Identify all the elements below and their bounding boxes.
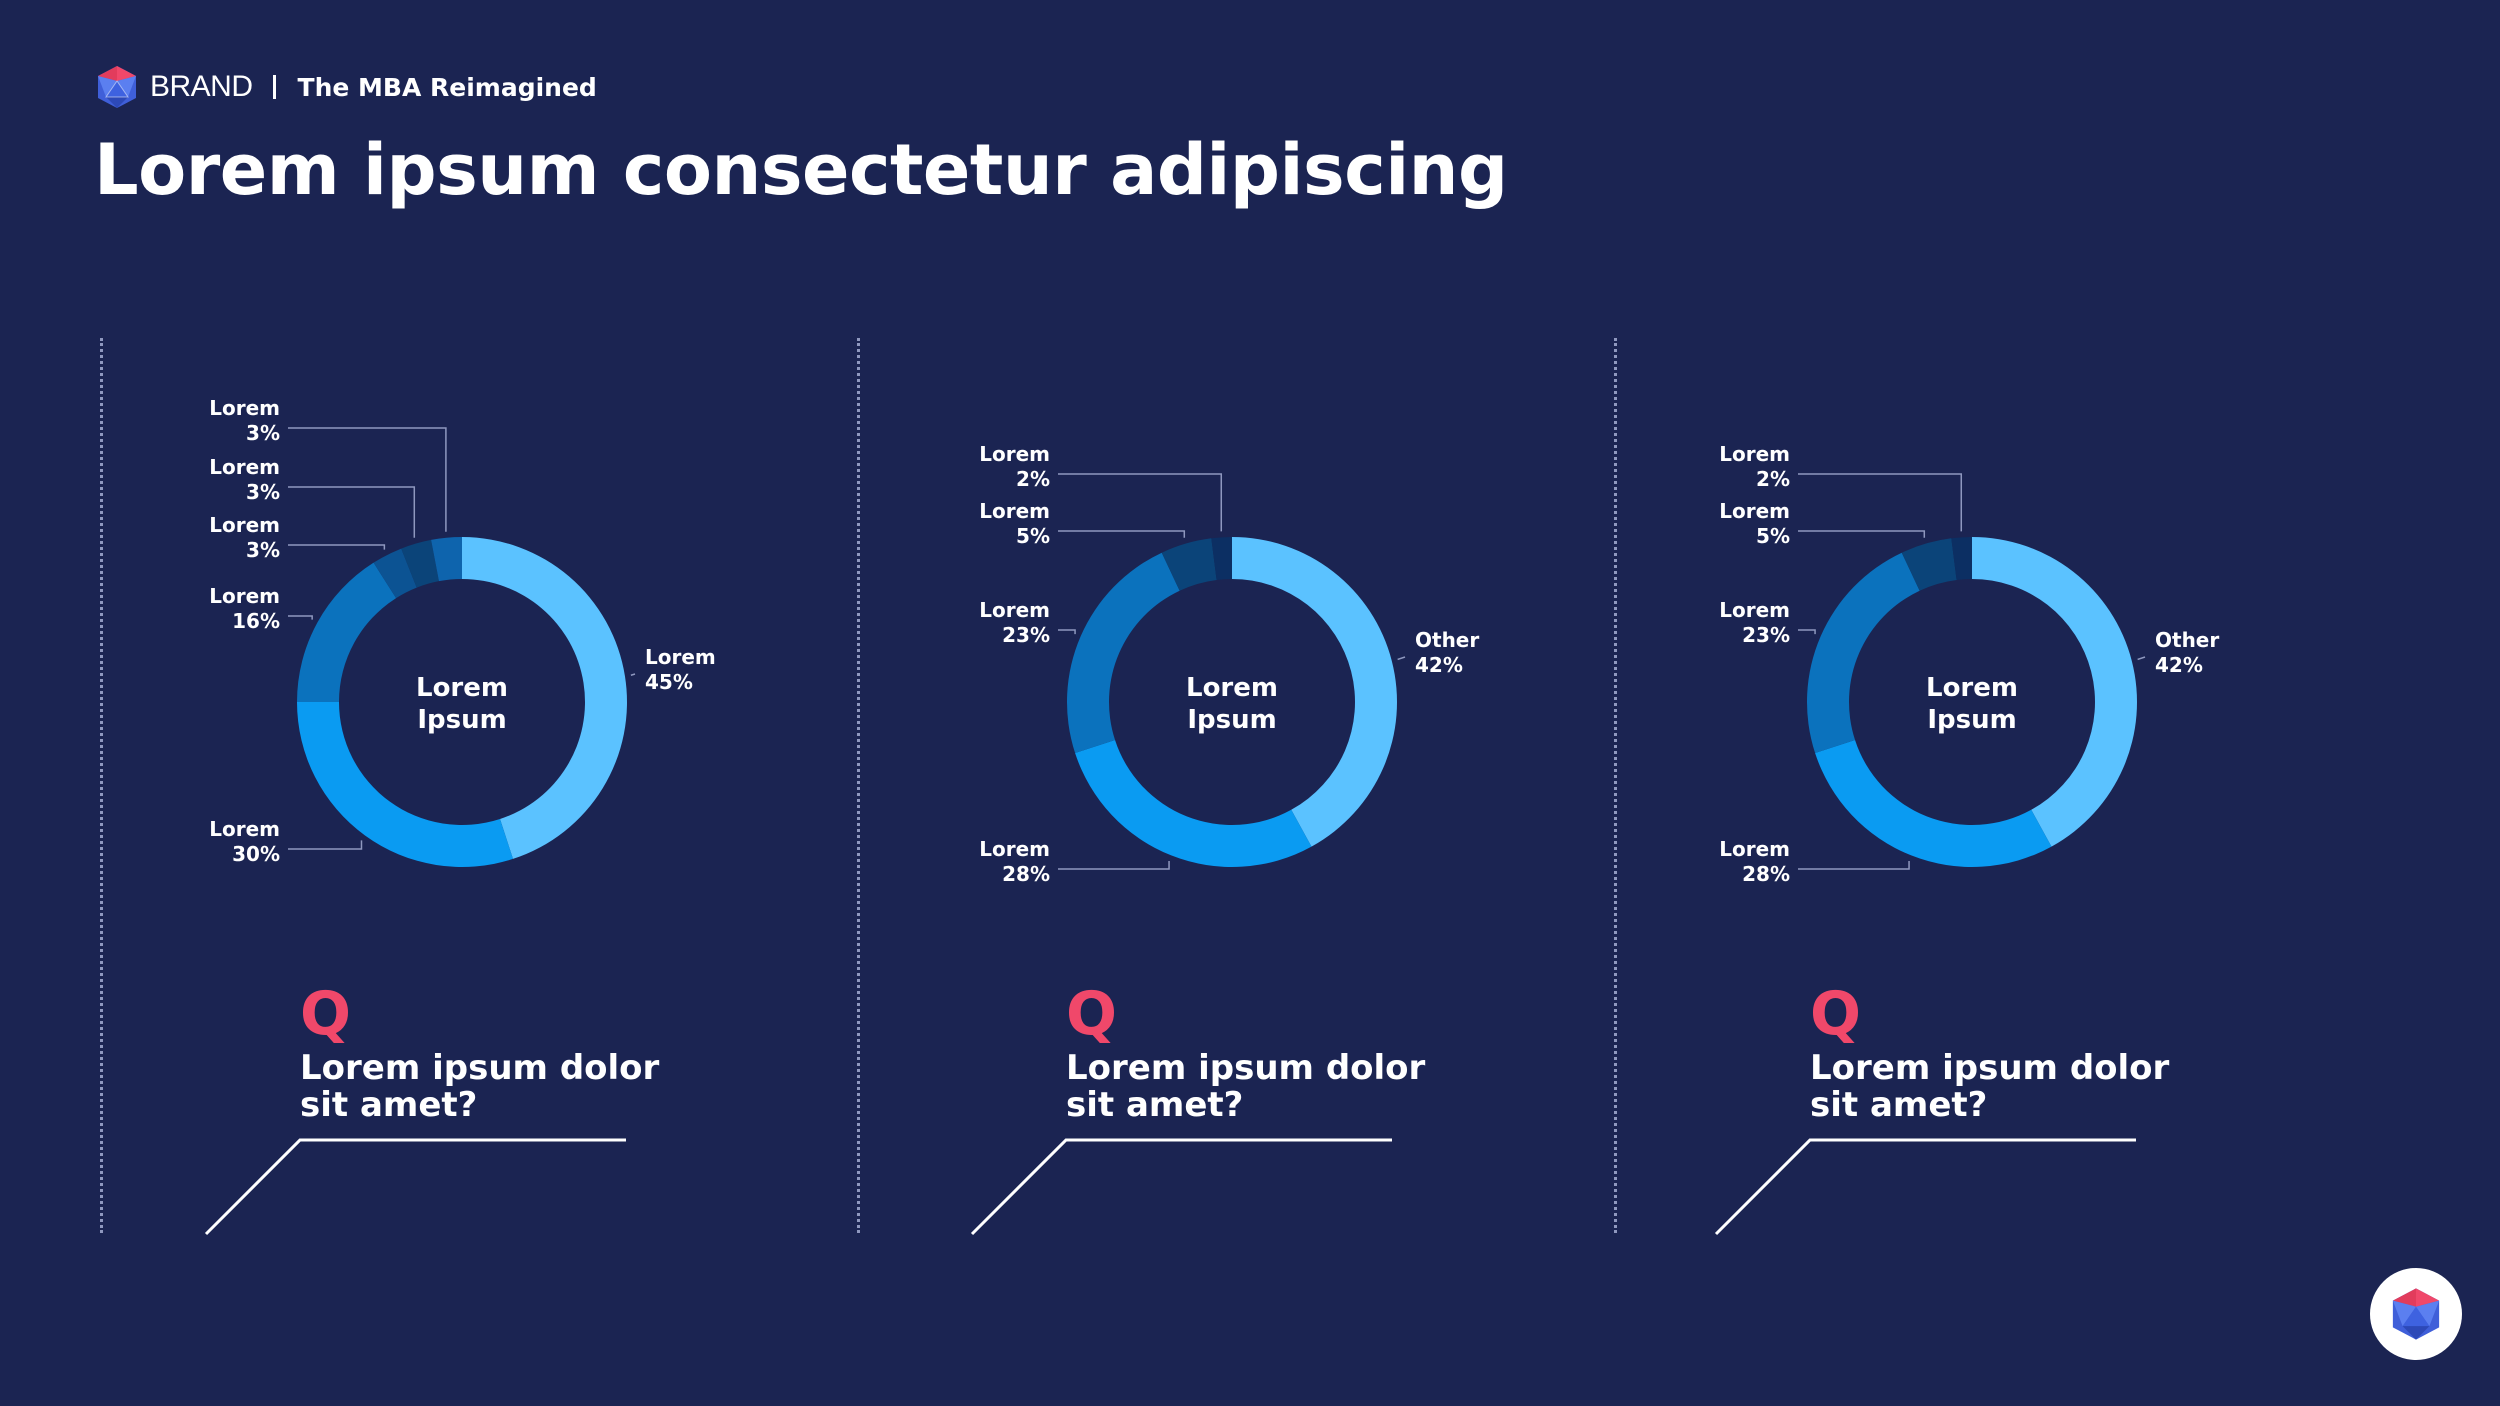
slice-value-label: 30%: [232, 842, 280, 866]
slice-label: Lorem: [1719, 442, 1790, 466]
slice-label: Lorem: [209, 817, 280, 841]
slice-label: Other: [2155, 628, 2219, 652]
slice-value-label: 2%: [1016, 467, 1050, 491]
donut-slice: [1815, 740, 2052, 867]
leader-line: [1397, 656, 1406, 661]
leader-line: [1798, 629, 1816, 635]
donut-slice: [1972, 537, 2137, 847]
donut-chart-3: Other42%Lorem28%Lorem23%Lorem5%Lorem2%Lo…: [1719, 442, 2219, 886]
question-block-1: Q Lorem ipsum dolor sit amet?: [300, 984, 680, 1124]
donut-slice: [1211, 537, 1232, 580]
leader-line: [2137, 656, 2146, 661]
donut-slice: [297, 702, 513, 867]
slice-label: Lorem: [209, 455, 280, 479]
slice-value-label: 2%: [1756, 467, 1790, 491]
leader-line: [1058, 530, 1186, 538]
donut-slice: [1807, 552, 1920, 753]
slice-label: Other: [1415, 628, 1479, 652]
leader-line: [1058, 629, 1076, 635]
slice-label: Lorem: [209, 584, 280, 608]
slice-label: Lorem: [209, 513, 280, 537]
donut-slice: [373, 548, 417, 599]
question-block-2: Q Lorem ipsum dolor sit amet?: [1066, 984, 1446, 1124]
page-title: Lorem ipsum consectetur adipiscing: [94, 129, 1508, 211]
icosahedron-logo-icon: [98, 66, 136, 108]
center-label: Lorem: [416, 673, 508, 703]
question-text: Lorem ipsum dolor sit amet?: [1810, 1048, 2170, 1125]
slice-label: Lorem: [209, 396, 280, 420]
donut-slice: [1951, 537, 1972, 580]
slice-label: Lorem: [645, 645, 716, 669]
leader-line: [288, 544, 386, 550]
slice-value-label: 23%: [1742, 623, 1790, 647]
column-divider-2: [857, 338, 860, 1233]
slice-value-label: 16%: [232, 609, 280, 633]
slice-label: Lorem: [979, 442, 1050, 466]
slice-label: Lorem: [1719, 598, 1790, 622]
slice-label: Lorem: [979, 598, 1050, 622]
center-label: Lorem: [1926, 673, 2018, 703]
donut-chart-2: Other42%Lorem28%Lorem23%Lorem5%Lorem2%Lo…: [979, 442, 1479, 886]
question-letter: Q: [1810, 979, 1862, 1049]
leader-line: [288, 615, 313, 620]
leader-line: [288, 486, 416, 538]
slice-value-label: 23%: [1002, 623, 1050, 647]
donut-chart-1: Lorem45%Lorem30%Lorem16%Lorem3%Lorem3%Lo…: [209, 396, 716, 867]
center-label: Ipsum: [1187, 705, 1276, 735]
center-label: Ipsum: [417, 705, 506, 735]
column-divider-3: [1614, 338, 1617, 1233]
icosahedron-badge-icon: [2392, 1288, 2440, 1340]
slice-value-label: 3%: [246, 538, 280, 562]
slice-label: Lorem: [1719, 499, 1790, 523]
leader-line: [1058, 473, 1223, 532]
slice-value-label: 3%: [246, 480, 280, 504]
slice-value-label: 3%: [246, 421, 280, 445]
column-divider-1: [100, 338, 103, 1233]
slice-value-label: 28%: [1002, 862, 1050, 886]
question-letter: Q: [300, 979, 352, 1049]
slice-label: Lorem: [979, 837, 1050, 861]
slice-value-label: 5%: [1016, 524, 1050, 548]
leader-line: [1798, 530, 1926, 538]
slice-value-label: 42%: [2155, 653, 2203, 677]
donut-slice: [462, 537, 627, 859]
slice-label: Lorem: [1719, 837, 1790, 861]
brand-name: BRAND: [150, 70, 253, 103]
center-label: Lorem: [1186, 673, 1278, 703]
leader-line: [288, 840, 363, 850]
slice-label: Lorem: [979, 499, 1050, 523]
leader-line: [1058, 860, 1170, 870]
slice-value-label: 5%: [1756, 524, 1790, 548]
header-separator: [272, 75, 276, 99]
question-text: Lorem ipsum dolor sit amet?: [300, 1048, 660, 1125]
question-block-3: Q Lorem ipsum dolor sit amet?: [1810, 984, 2190, 1124]
slice-value-label: 42%: [1415, 653, 1463, 677]
slice-value-label: 45%: [645, 670, 693, 694]
tagline: The MBA Reimagined: [297, 72, 597, 102]
brand-badge-button[interactable]: [2370, 1268, 2462, 1360]
leader-line: [1798, 473, 1963, 532]
donut-slice: [401, 539, 439, 588]
donut-slice: [1161, 538, 1217, 591]
slice-value-label: 28%: [1742, 862, 1790, 886]
center-label: Ipsum: [1927, 705, 2016, 735]
donut-slice: [1232, 537, 1397, 847]
leader-line: [288, 427, 447, 532]
donut-slice: [1901, 538, 1957, 591]
donut-slice: [1067, 552, 1180, 753]
question-letter: Q: [1066, 979, 1118, 1049]
leader-line: [1798, 860, 1910, 870]
donut-slice: [431, 537, 462, 582]
question-text: Lorem ipsum dolor sit amet?: [1066, 1048, 1426, 1125]
header: BRAND The MBA Reimagined: [94, 62, 597, 112]
donut-slice: [297, 562, 397, 702]
donut-slice: [1075, 740, 1312, 867]
leader-line: [630, 673, 636, 676]
